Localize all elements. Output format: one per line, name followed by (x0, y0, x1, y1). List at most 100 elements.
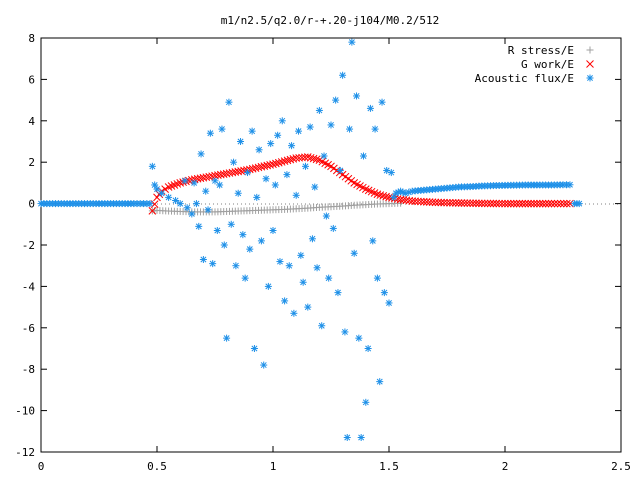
data-point (339, 71, 347, 79)
data-point (527, 199, 535, 208)
data-point (369, 237, 377, 245)
data-point (327, 121, 335, 129)
x-axis: 0 0.5 1 1.5 2 2.5 (38, 38, 631, 473)
data-point (518, 199, 527, 208)
y-tick-label: 8 (28, 32, 35, 45)
data-point (477, 199, 486, 208)
data-point (278, 117, 286, 125)
data-point (376, 191, 385, 199)
data-point (253, 193, 261, 201)
y-axis: -12 -10 -8 -6 -4 -2 0 2 4 6 8 (15, 32, 621, 459)
y-tick-label: -6 (22, 322, 35, 335)
data-point (483, 199, 492, 208)
data-point (220, 241, 228, 249)
data-point (541, 199, 550, 208)
data-point (271, 181, 279, 189)
data-point (250, 345, 258, 352)
data-point (274, 131, 282, 139)
data-point (463, 199, 472, 207)
data-point (341, 328, 349, 336)
data-point (506, 199, 515, 208)
data-point (267, 140, 275, 148)
data-point (357, 434, 365, 442)
x-tick-label: 1 (270, 460, 277, 473)
data-point (173, 180, 182, 188)
data-point (262, 175, 270, 183)
data-point (318, 322, 326, 330)
data-point (303, 153, 312, 161)
data-point (266, 161, 274, 169)
data-point (308, 235, 316, 243)
legend-label: R stress/E (508, 44, 574, 57)
data-point (425, 198, 434, 206)
y-tick-label: -8 (22, 363, 35, 376)
data-point (269, 160, 277, 169)
data-point (547, 199, 556, 208)
data-point (153, 185, 161, 193)
data-point (355, 334, 363, 342)
y-tick-label: 0 (28, 198, 35, 211)
data-point (448, 198, 457, 207)
x-tick-label: 0.5 (147, 460, 167, 473)
legend-marker (586, 60, 594, 68)
data-point (269, 227, 277, 235)
data-point (504, 199, 512, 208)
data-point (382, 192, 390, 201)
data-point (460, 199, 469, 207)
data-point (277, 158, 286, 166)
data-point (387, 169, 395, 177)
data-point (440, 198, 448, 207)
data-point (550, 199, 559, 208)
data-point (431, 198, 440, 207)
data-point (225, 98, 233, 106)
data-point (530, 199, 538, 208)
data-point (312, 155, 321, 164)
data-point (295, 127, 303, 135)
data-point (376, 378, 384, 386)
y-tick-label: -12 (15, 446, 35, 459)
data-point (419, 197, 428, 206)
data-point (304, 303, 312, 311)
data-point (559, 199, 568, 208)
data-point (251, 164, 260, 172)
data-point (417, 197, 425, 206)
data-point (283, 156, 292, 165)
data-point (148, 162, 156, 170)
data-point (498, 199, 506, 208)
data-point (288, 142, 296, 150)
data-point (254, 163, 263, 172)
data-point (533, 199, 541, 208)
data-point (575, 200, 583, 208)
data-point (230, 158, 238, 166)
data-point (264, 282, 272, 290)
data-point (359, 152, 367, 160)
data-point (350, 249, 358, 257)
data-point (371, 125, 379, 133)
data-point (183, 204, 191, 212)
data-point (181, 177, 189, 185)
data-point (422, 198, 431, 206)
data-point (218, 125, 226, 133)
data-point (274, 158, 283, 167)
data-point (414, 197, 422, 206)
data-point (553, 199, 562, 208)
data-point (322, 212, 330, 220)
data-point (260, 361, 268, 369)
data-point (492, 199, 501, 208)
data-point (434, 198, 443, 207)
data-point (401, 189, 409, 197)
y-tick-label: -4 (22, 280, 36, 293)
data-point (192, 200, 200, 208)
data-point (146, 200, 154, 208)
data-point (213, 227, 221, 235)
data-point (509, 199, 518, 208)
data-point (255, 146, 263, 154)
data-point (399, 188, 407, 196)
data-point (535, 199, 544, 208)
data-point (489, 199, 498, 208)
data-point (385, 299, 393, 307)
series-1 (148, 199, 405, 216)
data-point (320, 152, 328, 160)
data-point (211, 177, 219, 185)
